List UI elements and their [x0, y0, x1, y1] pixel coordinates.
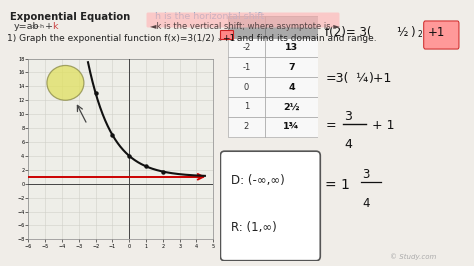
- Text: + 1: + 1: [372, 119, 395, 132]
- Text: x: x: [244, 22, 249, 31]
- Text: 0: 0: [244, 83, 249, 92]
- Text: 7: 7: [288, 63, 295, 72]
- Bar: [228, 38, 265, 57]
- Text: © Study.com: © Study.com: [390, 253, 437, 260]
- Text: 2: 2: [244, 122, 249, 131]
- Text: R: (1,∞): R: (1,∞): [231, 221, 276, 234]
- Text: and find its domain and range.: and find its domain and range.: [234, 34, 377, 43]
- Text: 4: 4: [362, 197, 370, 210]
- Text: 1) Graph the exponential function f(x)=3(1/2): 1) Graph the exponential function f(x)=3…: [7, 34, 215, 43]
- Text: 4: 4: [288, 83, 295, 92]
- Text: )+1: )+1: [369, 72, 393, 85]
- Text: =3(: =3(: [325, 72, 349, 85]
- Bar: [265, 57, 318, 77]
- Text: h is the horizontal shift: h is the horizontal shift: [155, 12, 264, 21]
- Text: = 1: = 1: [325, 178, 350, 192]
- Text: 3: 3: [344, 110, 352, 123]
- Text: 13: 13: [285, 43, 298, 52]
- Text: ): ): [410, 26, 415, 39]
- FancyBboxPatch shape: [220, 31, 234, 39]
- Text: ◄k is the vertical shift; where asymptote is ►: ◄k is the vertical shift; where asymptot…: [150, 22, 340, 31]
- Ellipse shape: [47, 65, 84, 100]
- FancyBboxPatch shape: [146, 13, 339, 27]
- Bar: [265, 77, 318, 97]
- FancyBboxPatch shape: [220, 151, 320, 261]
- Text: ¼: ¼: [355, 72, 367, 85]
- Bar: [228, 77, 265, 97]
- Bar: [265, 117, 318, 137]
- Text: +1: +1: [428, 26, 446, 39]
- Bar: [265, 38, 318, 57]
- Text: =: =: [325, 119, 336, 132]
- Text: x: x: [218, 37, 222, 42]
- Text: 2: 2: [418, 30, 423, 39]
- Text: -2: -2: [242, 43, 251, 52]
- Text: 4: 4: [344, 138, 352, 151]
- Bar: [228, 97, 265, 117]
- Text: y=ab: y=ab: [14, 22, 39, 31]
- Bar: [265, 16, 318, 38]
- Text: y: y: [289, 22, 294, 31]
- Text: +: +: [42, 22, 56, 31]
- Text: 3: 3: [362, 168, 369, 181]
- Text: Exponential Equation: Exponential Equation: [10, 12, 130, 22]
- Text: f(2)= 3(: f(2)= 3(: [325, 26, 372, 39]
- Text: 1¾: 1¾: [283, 122, 300, 131]
- Text: D: (-∞,∞): D: (-∞,∞): [231, 174, 284, 187]
- Bar: [228, 117, 265, 137]
- FancyBboxPatch shape: [424, 21, 459, 49]
- Text: x+h: x+h: [32, 24, 45, 29]
- Text: 1: 1: [244, 102, 249, 111]
- Text: 2½: 2½: [283, 102, 300, 111]
- Text: -1: -1: [242, 63, 251, 72]
- Bar: [228, 57, 265, 77]
- Text: k: k: [52, 22, 57, 31]
- Bar: [228, 16, 265, 38]
- Text: +1: +1: [222, 34, 235, 43]
- Text: ½: ½: [396, 26, 407, 39]
- Bar: [265, 97, 318, 117]
